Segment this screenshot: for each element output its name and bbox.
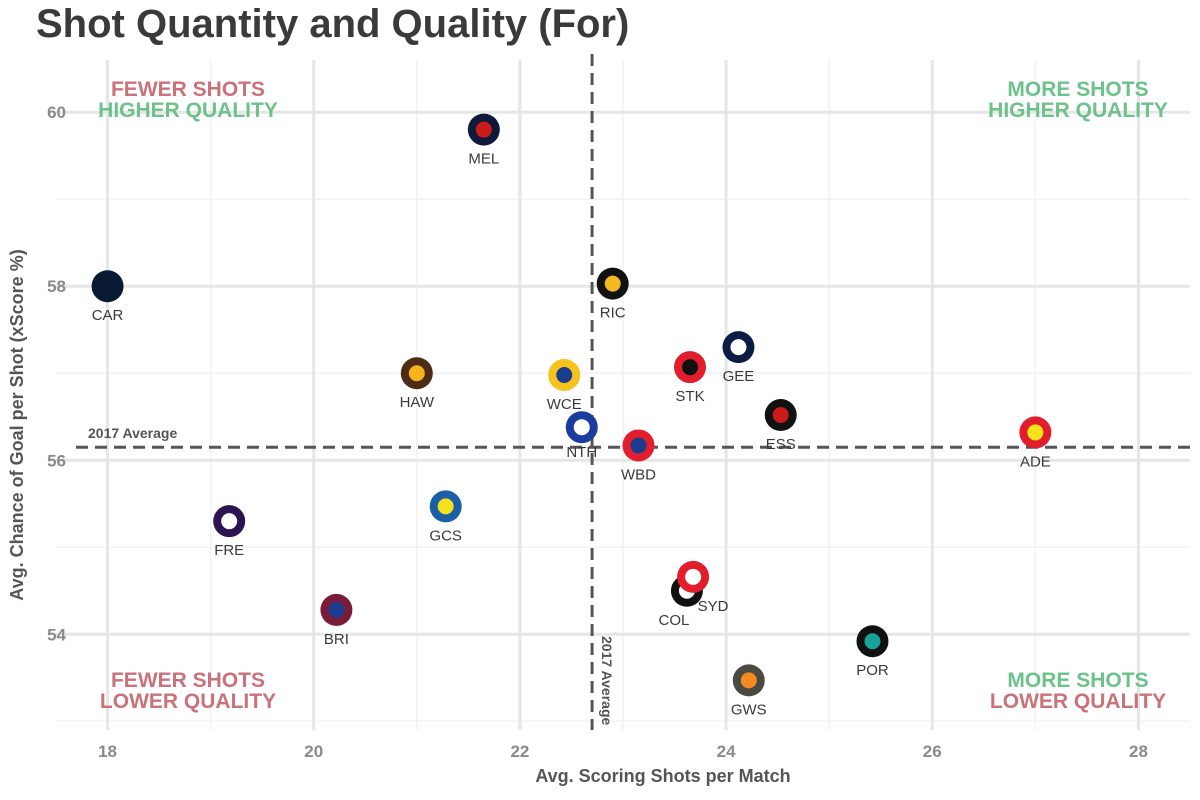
point-label: GCS — [429, 527, 462, 544]
point-inner-dot — [682, 359, 699, 376]
x-tick-label: 24 — [717, 742, 736, 761]
point-label: GEE — [723, 368, 755, 385]
x-tick-label: 28 — [1129, 742, 1148, 761]
point-label: ADE — [1020, 453, 1051, 470]
team-point-wce: WCE — [547, 358, 582, 413]
point-inner-dot — [740, 672, 757, 689]
point-inner-dot — [437, 498, 454, 515]
team-points: MEL CAR RIC GEE HAW WCE STK ESS ADE NTH WBD FRE GCS C… — [91, 113, 1052, 718]
team-point-por: POR — [856, 625, 889, 679]
point-inner-dot — [630, 437, 647, 454]
point-inner-dot — [475, 121, 492, 138]
team-point-bri: BRI — [320, 593, 353, 648]
point-label: BRI — [324, 631, 349, 648]
quadrant-top-right-line2: HIGHER QUALITY — [988, 99, 1168, 122]
point-inner-dot — [99, 278, 116, 295]
point-inner-dot — [685, 568, 702, 585]
point-inner-dot — [772, 407, 789, 424]
point-label: ESS — [766, 436, 796, 453]
axes: 18 20 22 24 26 28 54 56 58 60 Avg. Scoring Shots p… — [7, 103, 1148, 786]
point-label: GWS — [731, 701, 767, 718]
team-point-fre: FRE — [213, 505, 246, 559]
chart-title: Shot Quantity and Quality (For) — [36, 2, 630, 46]
y-tick-label: 54 — [47, 625, 66, 644]
team-point-stk: STK — [674, 351, 707, 405]
point-inner-dot — [730, 339, 747, 356]
point-label: NTH — [566, 444, 597, 461]
y-tick-label: 58 — [47, 277, 66, 296]
grid-lines — [56, 60, 1190, 730]
quadrant-top-left-line2: HIGHER QUALITY — [98, 99, 278, 122]
point-inner-dot — [573, 419, 590, 436]
team-point-ade: ADE — [1019, 416, 1052, 470]
team-point-nth: NTH — [565, 411, 598, 461]
team-point-syd: SYD — [677, 560, 729, 615]
point-label: MEL — [468, 151, 499, 168]
point-inner-dot — [556, 366, 573, 383]
team-point-mel: MEL — [467, 113, 500, 168]
point-inner-dot — [328, 601, 345, 618]
point-inner-dot — [604, 275, 621, 292]
y-tick-label: 60 — [47, 103, 66, 122]
point-label: FRE — [214, 542, 244, 559]
quadrant-bottom-left-line2: LOWER QUALITY — [100, 690, 276, 713]
point-inner-dot — [1027, 424, 1044, 441]
team-point-gee: GEE — [722, 331, 755, 385]
point-inner-dot — [864, 633, 881, 650]
team-point-haw: HAW — [400, 357, 435, 411]
x-tick-label: 22 — [510, 742, 529, 761]
quadrant-top-right-line1: MORE SHOTS — [1007, 78, 1148, 101]
point-label: POR — [856, 662, 889, 679]
quadrant-bottom-left-line1: FEWER SHOTS — [111, 669, 265, 692]
team-point-car: CAR — [91, 270, 124, 324]
point-inner-dot — [408, 365, 425, 382]
point-label: RIC — [600, 305, 626, 322]
y-axis-title: Avg. Chance of Goal per Shot (xScore %) — [7, 249, 27, 600]
x-axis-title: Avg. Scoring Shots per Match — [535, 766, 790, 786]
point-label: SYD — [698, 598, 729, 615]
point-label: WCE — [547, 396, 582, 413]
quadrant-top-left-line1: FEWER SHOTS — [111, 78, 265, 101]
x-tick-label: 26 — [923, 742, 942, 761]
point-label: CAR — [92, 307, 124, 324]
point-label: STK — [675, 388, 704, 405]
y-average-label: 2017 Average — [88, 425, 177, 441]
point-label: HAW — [400, 394, 435, 411]
point-inner-dot — [221, 513, 238, 530]
team-point-gws: GWS — [731, 664, 767, 718]
team-point-ric: RIC — [596, 267, 629, 322]
x-average-label: 2017 Average — [599, 636, 615, 725]
quadrant-bottom-right-line2: LOWER QUALITY — [990, 690, 1166, 713]
y-tick-label: 56 — [47, 451, 66, 470]
team-point-gcs: GCS — [429, 490, 462, 544]
x-tick-label: 18 — [98, 742, 117, 761]
x-tick-label: 20 — [304, 742, 323, 761]
team-point-wbd: WBD — [621, 429, 656, 483]
point-label: COL — [658, 612, 689, 629]
point-label: WBD — [621, 466, 656, 483]
team-point-ess: ESS — [764, 399, 797, 453]
quadrant-bottom-right-line1: MORE SHOTS — [1007, 669, 1148, 692]
average-reference-lines: 2017 Average 2017 Average — [76, 54, 1190, 730]
